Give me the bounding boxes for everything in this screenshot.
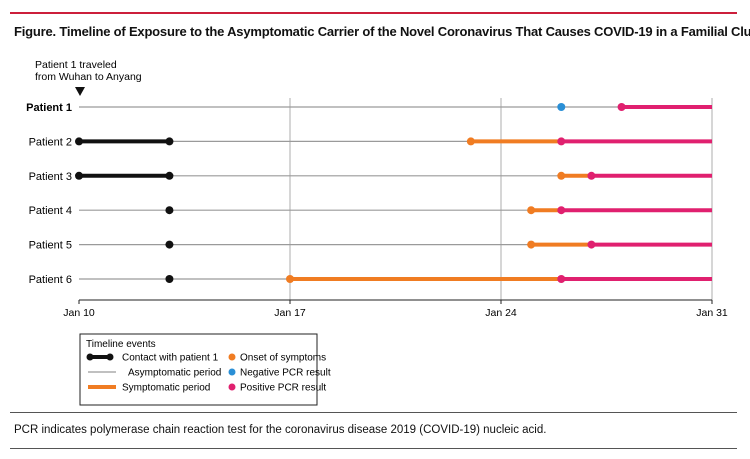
legend-title: Timeline events (86, 339, 156, 350)
row-label: Patient 4 (29, 205, 72, 217)
onset-marker (286, 275, 294, 283)
figure-footnote: PCR indicates polymerase chain reaction … (14, 424, 547, 436)
x-tick-label: Jan 31 (696, 307, 728, 319)
x-axis: Jan 10 Jan 17 Jan 24 Jan 31 (63, 299, 728, 319)
timeline-row: Patient 2 (29, 136, 712, 148)
legend-label-onset: Onset of symptoms (240, 353, 326, 364)
onset-marker (557, 171, 566, 180)
annotation-arrow-icon (75, 87, 85, 96)
positive-marker (587, 171, 596, 180)
positive-marker (557, 275, 566, 283)
positive-marker (617, 103, 626, 111)
figure-title: Figure. Timeline of Exposure to the Asym… (14, 24, 750, 39)
annotation-line2: from Wuhan to Anyang (35, 71, 142, 83)
top-accent-rule (10, 12, 737, 14)
timeline-chart: Patient 1 traveled from Wuhan to Anyang … (26, 59, 728, 406)
positive-marker (557, 137, 566, 146)
legend-negative-dot (228, 368, 236, 376)
contact-marker (165, 137, 174, 146)
row-label: Patient 6 (29, 274, 72, 286)
row-label: Patient 3 (29, 171, 72, 183)
rows-layer: Patient 1 Patient 2 Patient 3 Patient 4 Pati… (26, 102, 712, 286)
timeline-row: Patient 5 (29, 240, 712, 252)
contact-marker (165, 275, 174, 283)
legend-label-contact: Contact with patient 1 (122, 353, 219, 364)
legend-contact-dot (86, 353, 94, 361)
onset-marker (466, 137, 475, 146)
row-label: Patient 2 (29, 136, 72, 148)
contact-marker (75, 137, 83, 146)
onset-marker (527, 240, 536, 249)
contact-marker (165, 240, 174, 249)
x-tick-label: Jan 24 (485, 307, 517, 319)
grid-layer (289, 98, 713, 300)
row-label: Patient 1 (26, 102, 72, 114)
annotation-line1: Patient 1 traveled (35, 59, 117, 71)
negative-marker (557, 103, 566, 111)
footnote-rule (10, 412, 737, 413)
x-tick-label: Jan 10 (63, 307, 95, 319)
legend-label-symptomatic: Symptomatic period (122, 383, 210, 394)
legend-label-negative: Negative PCR result (240, 368, 331, 379)
timeline-row: Patient 1 (26, 102, 712, 114)
onset-marker (527, 206, 536, 215)
legend-box (79, 333, 318, 406)
row-label: Patient 5 (29, 240, 72, 252)
timeline-row: Patient 6 (29, 274, 712, 286)
positive-marker (557, 206, 566, 215)
x-tick-label: Jan 17 (274, 307, 306, 319)
legend-contact-dot (106, 353, 114, 361)
positive-marker (587, 240, 596, 249)
contact-marker (165, 171, 174, 180)
legend-label-positive: Positive PCR result (240, 383, 326, 394)
contact-marker (75, 171, 83, 180)
legend-onset-dot (228, 353, 236, 361)
legend-label-asymptomatic: Asymptomatic period (128, 368, 221, 379)
timeline-row: Patient 3 (29, 171, 712, 183)
legend-positive-dot (228, 383, 236, 391)
timeline-row: Patient 4 (29, 205, 712, 217)
contact-marker (165, 206, 174, 215)
bottom-rule (10, 448, 737, 449)
